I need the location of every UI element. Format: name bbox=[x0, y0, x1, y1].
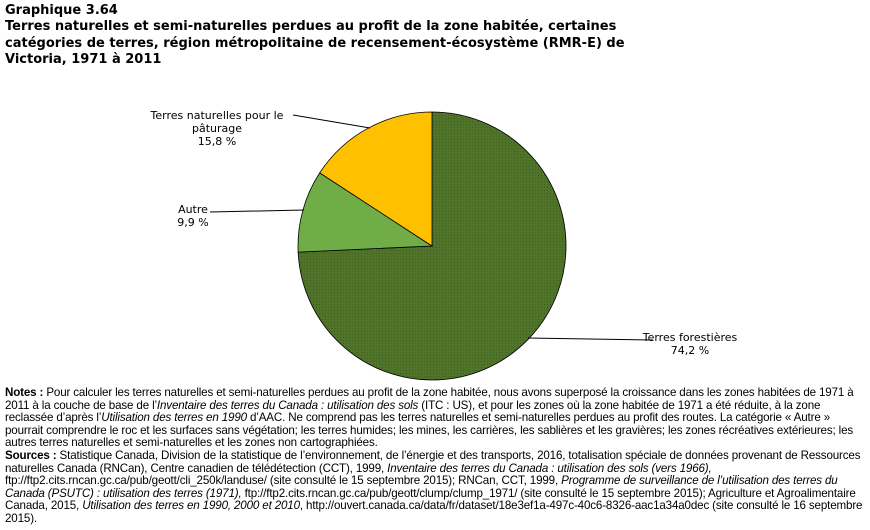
slice-label-terres-naturelles-pour-le-paturage: Terres naturelles pour le bbox=[150, 109, 284, 122]
sources-segment: Programme de surveillance de l’utilisati… bbox=[5, 474, 838, 500]
notes-segment: Inventaire des terres du Canada : utilis… bbox=[156, 398, 419, 412]
slice-label-terres-forestieres: 74,2 % bbox=[671, 344, 709, 357]
sources-paragraph: Sources : Statistique Canada, Division d… bbox=[5, 448, 867, 526]
notes-segment: (ITC : US), et pour les zones où la zone… bbox=[5, 398, 821, 425]
notes-segment: d’AAC. Ne comprend pas les terres nature… bbox=[5, 411, 854, 450]
notes-segment: Utilisation des terres en 1990 bbox=[101, 411, 247, 425]
slice-label-terres-naturelles-pour-le-paturage: pâturage bbox=[192, 122, 242, 135]
notes-paragraph: Notes : Pour calculer les terres naturel… bbox=[5, 386, 867, 450]
slice-label-terres-naturelles-pour-le-paturage: 15,8 % bbox=[198, 135, 236, 148]
slice-label-autre: 9,9 % bbox=[177, 216, 208, 229]
sources-segment: ftp://ftp2.cits.rncan.gc.ca/pub/geott/cl… bbox=[5, 474, 562, 488]
sources-segment: Utilisation des terres en 1990, 2000 et … bbox=[82, 499, 300, 513]
sources-segment: ftp://ftp2.cits.rncan.gc.ca/pub/geott/cl… bbox=[5, 486, 856, 513]
slice-label-autre: Autre bbox=[178, 203, 208, 216]
sources-label: Sources : bbox=[5, 448, 57, 462]
leader-line-terres-forestieres bbox=[527, 337, 654, 341]
sources-segment: Inventaire des terres du Canada : utilis… bbox=[387, 461, 712, 475]
chart-title-block: Graphique 3.64 Terres naturelles et semi… bbox=[5, 3, 655, 69]
notes-section: Notes : Pour calculer les terres naturel… bbox=[5, 386, 867, 526]
chart-number: Graphique 3.64 bbox=[5, 3, 118, 18]
sources-segment: Statistique Canada, Division de la stati… bbox=[5, 448, 861, 475]
leader-line-terres-naturelles-pour-le-paturage bbox=[292, 114, 371, 129]
pie-slice-terres-naturelles-pour-le-paturage bbox=[319, 111, 433, 247]
notes-label: Notes : bbox=[5, 386, 44, 399]
chart-title: Terres naturelles et semi-naturelles per… bbox=[5, 19, 625, 68]
sources-segment: , http://ouvert.canada.ca/data/fr/datase… bbox=[5, 499, 863, 525]
leader-line-autre bbox=[209, 209, 305, 213]
notes-segment: Pour calculer les terres naturelles et s… bbox=[5, 386, 854, 412]
slice-label-terres-forestieres: Terres forestières bbox=[642, 331, 738, 344]
pie-slice-autre bbox=[297, 172, 434, 253]
